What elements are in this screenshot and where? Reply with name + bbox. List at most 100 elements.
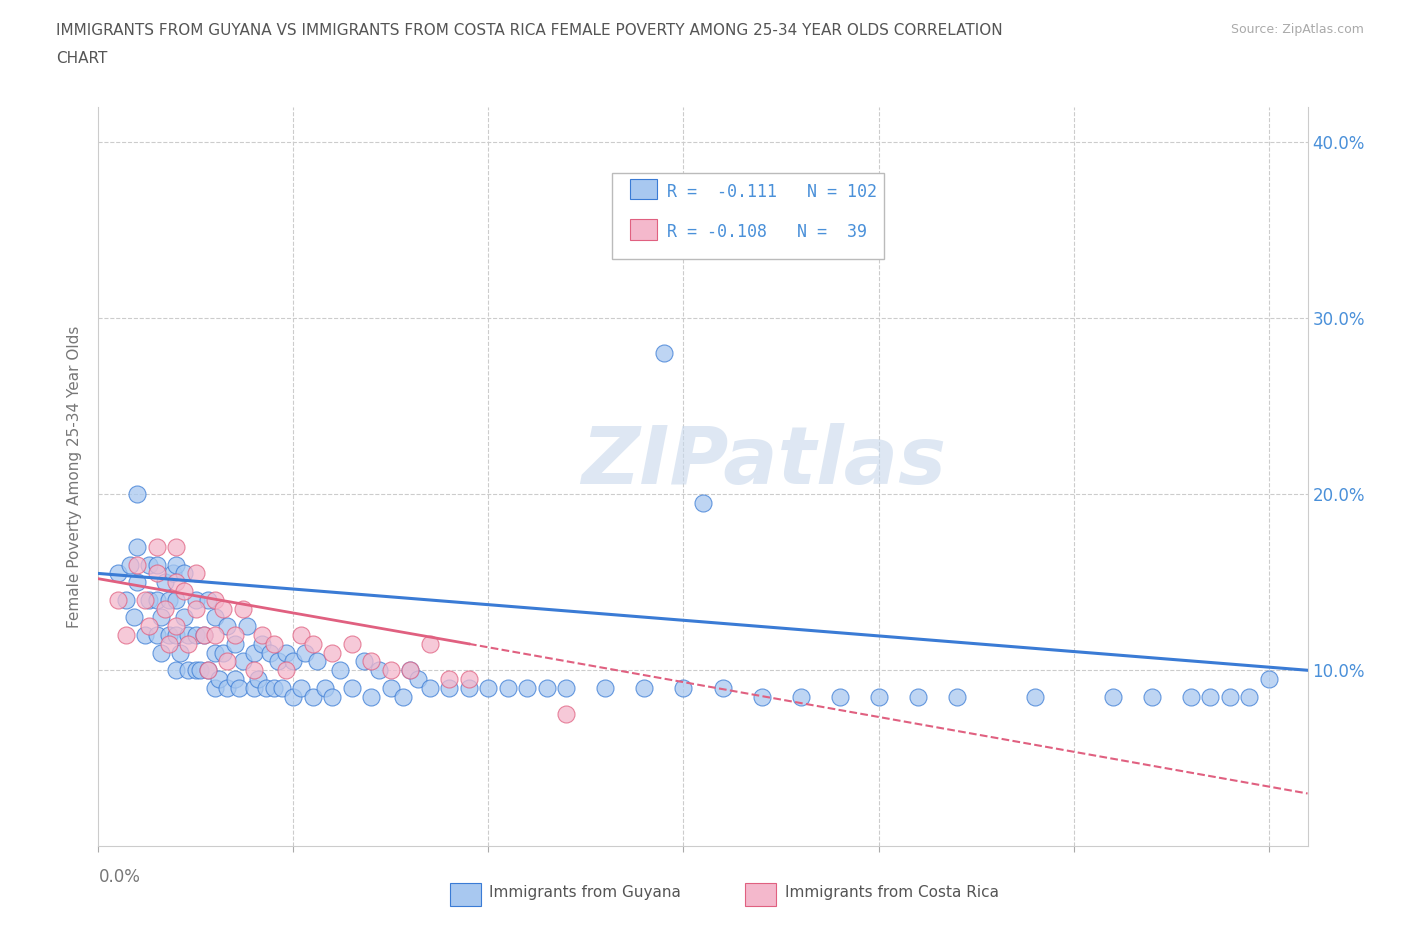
Point <box>193 628 215 643</box>
Text: 0.0%: 0.0% <box>98 869 141 886</box>
Point <box>1237 689 1260 704</box>
Point <box>184 592 207 607</box>
Point <box>419 636 441 651</box>
Point <box>204 628 226 643</box>
Point <box>1180 689 1202 704</box>
Point <box>193 628 215 643</box>
Point <box>114 628 136 643</box>
Point <box>127 557 149 572</box>
Point <box>399 663 422 678</box>
Point <box>134 592 156 607</box>
Point <box>595 681 617 696</box>
Text: Immigrants from Costa Rica: Immigrants from Costa Rica <box>785 885 998 900</box>
Point <box>177 663 200 678</box>
Point <box>399 663 422 678</box>
Point <box>208 671 231 686</box>
Y-axis label: Female Poverty Among 25-34 Year Olds: Female Poverty Among 25-34 Year Olds <box>67 326 83 628</box>
Point <box>232 654 254 669</box>
Point <box>173 610 195 625</box>
Point <box>368 663 391 678</box>
Point <box>458 671 481 686</box>
Point <box>340 681 363 696</box>
Point <box>439 681 461 696</box>
Point <box>290 681 312 696</box>
Point <box>138 557 160 572</box>
Point <box>118 557 141 572</box>
Point <box>1219 689 1241 704</box>
Point <box>204 645 226 660</box>
Point <box>157 592 180 607</box>
Point <box>555 681 578 696</box>
Point <box>224 636 246 651</box>
Point <box>217 654 239 669</box>
Point <box>290 628 312 643</box>
Point <box>165 592 187 607</box>
Point <box>302 636 325 651</box>
Point <box>259 645 281 660</box>
Point <box>122 610 145 625</box>
Point <box>283 689 305 704</box>
Point <box>945 689 967 704</box>
Point <box>232 601 254 616</box>
Point <box>107 566 129 581</box>
Point <box>169 645 191 660</box>
Point <box>165 618 187 633</box>
Point <box>184 628 207 643</box>
Point <box>828 689 851 704</box>
Point <box>157 636 180 651</box>
Bar <box>630 219 657 240</box>
Point <box>1140 689 1163 704</box>
Point <box>197 592 219 607</box>
Point <box>274 645 297 660</box>
Point <box>1101 689 1123 704</box>
Point <box>197 663 219 678</box>
Point <box>496 681 519 696</box>
Point <box>224 628 246 643</box>
Text: R =  -0.111   N = 102: R = -0.111 N = 102 <box>666 183 877 201</box>
FancyBboxPatch shape <box>613 174 884 259</box>
Point <box>134 628 156 643</box>
Point <box>149 610 172 625</box>
Point <box>406 671 429 686</box>
Point <box>360 654 382 669</box>
Point <box>711 681 734 696</box>
Point <box>146 557 169 572</box>
Point <box>633 681 655 696</box>
Point <box>263 681 285 696</box>
Point <box>692 496 714 511</box>
Point <box>439 671 461 686</box>
Point <box>321 689 343 704</box>
Point <box>751 689 773 704</box>
Point <box>263 636 285 651</box>
Point <box>243 681 266 696</box>
Point <box>672 681 695 696</box>
Point <box>1024 689 1046 704</box>
Point <box>652 346 675 361</box>
Point <box>789 689 811 704</box>
Point <box>173 566 195 581</box>
Point <box>419 681 441 696</box>
Point <box>165 539 187 554</box>
Text: IMMIGRANTS FROM GUYANA VS IMMIGRANTS FROM COSTA RICA FEMALE POVERTY AMONG 25-34 : IMMIGRANTS FROM GUYANA VS IMMIGRANTS FRO… <box>56 23 1002 38</box>
Point <box>252 628 274 643</box>
Point <box>204 681 226 696</box>
Point <box>252 636 274 651</box>
Point <box>274 663 297 678</box>
Point <box>177 636 200 651</box>
Point <box>157 628 180 643</box>
Point <box>127 486 149 501</box>
Point <box>536 681 558 696</box>
Point <box>516 681 538 696</box>
Bar <box>630 179 657 199</box>
Point <box>270 681 292 696</box>
Point <box>380 663 402 678</box>
Point <box>217 681 239 696</box>
Point <box>321 645 343 660</box>
Point <box>177 628 200 643</box>
Point <box>477 681 499 696</box>
Point <box>458 681 481 696</box>
Point <box>314 681 336 696</box>
Point <box>243 663 266 678</box>
Point <box>188 663 211 678</box>
Point <box>173 584 195 599</box>
